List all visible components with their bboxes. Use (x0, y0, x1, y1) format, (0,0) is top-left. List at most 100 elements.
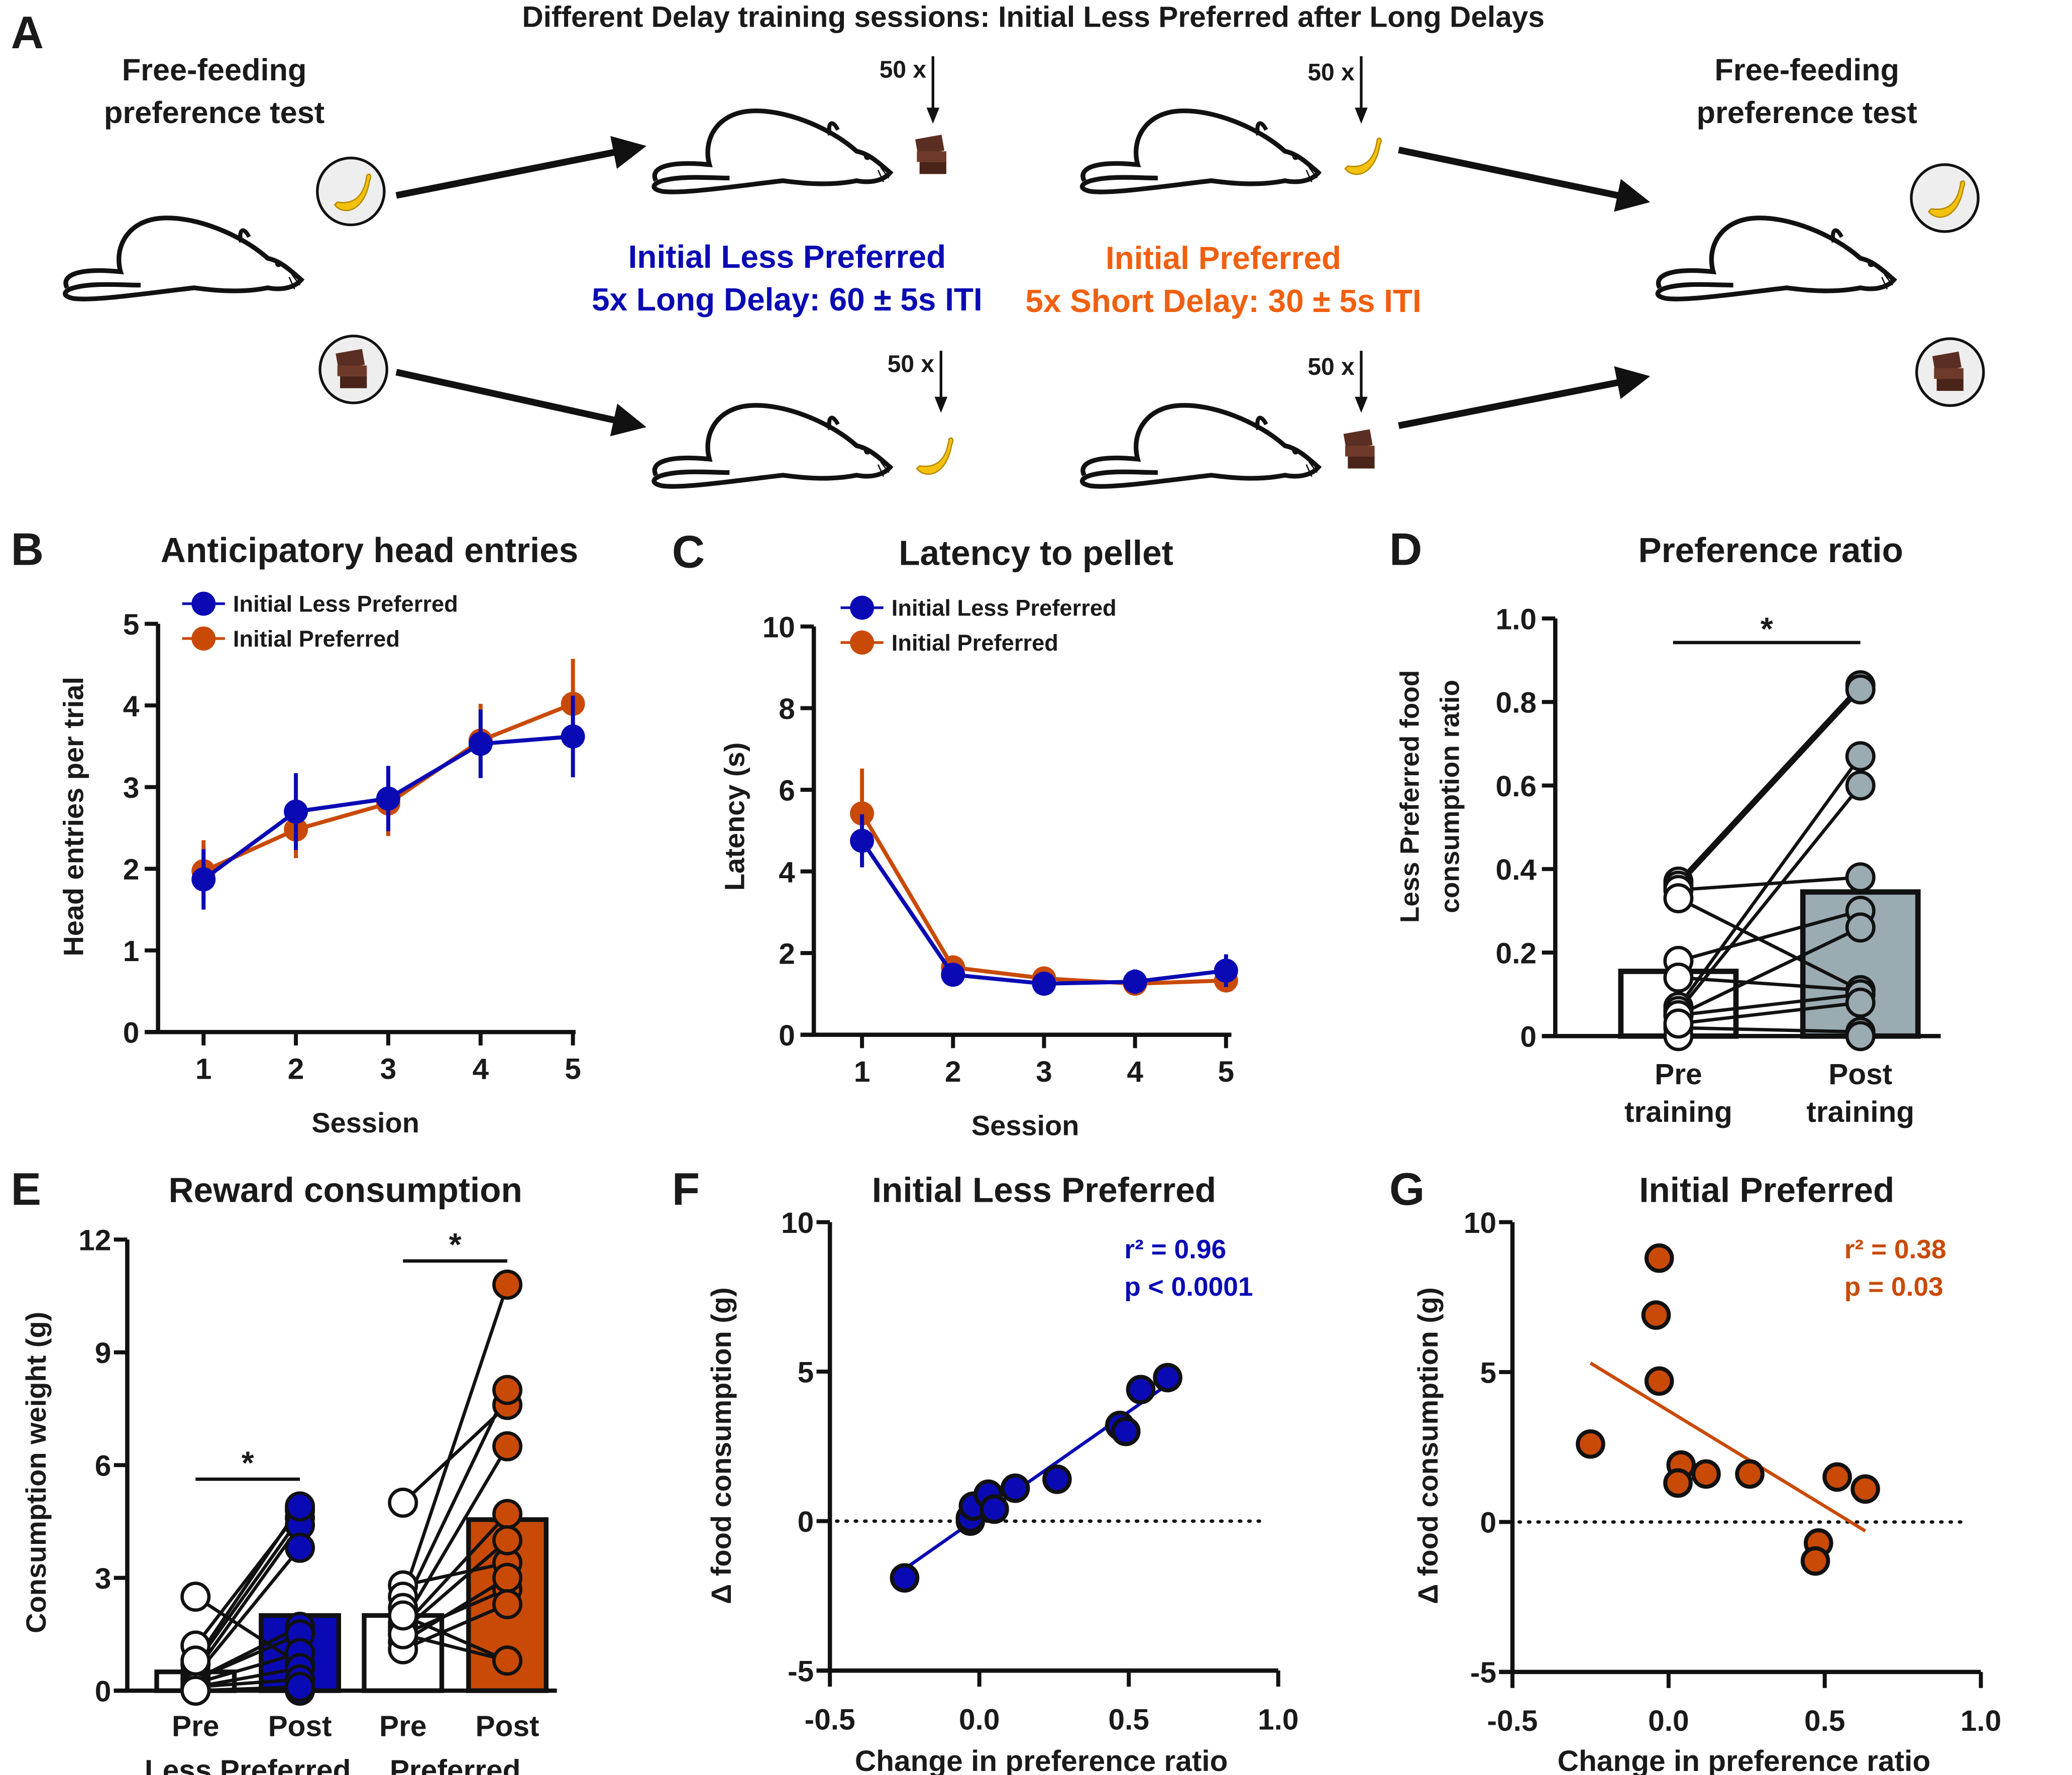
data-point (561, 724, 585, 749)
data-point (850, 828, 875, 853)
short-delay-label: 5x Short Delay: 30 ± 5s ITI (1025, 283, 1421, 319)
panel-g-chart: G Initial Preferred -5 0 5 10 -0.5 0.0 0.5 1.0 Δ f… (1389, 1164, 2001, 1775)
legend-marker (850, 595, 875, 620)
y-tick-label: 0.2 (1496, 937, 1537, 970)
legend-marker (191, 626, 216, 651)
paired-line (1678, 909, 1861, 963)
panel-a-schematic: A Different Delay training sessions: Ini… (11, 1, 1985, 486)
data-point-post (492, 1375, 523, 1405)
data-point (1042, 1465, 1072, 1494)
preferred-label: Initial Preferred (1106, 240, 1341, 276)
mouse-icon (1658, 218, 1894, 299)
y-tick-label: 1.0 (1496, 603, 1537, 636)
r-squared-label: r² = 0.96 (1124, 1235, 1226, 1265)
x-tick-label: 3 (380, 1053, 397, 1086)
paired-line (401, 1445, 509, 1624)
x-axis-label: Change in preference ratio (855, 1745, 1228, 1775)
y-tick-label: 2 (779, 937, 795, 970)
paired-line (401, 1389, 509, 1609)
data-point (1644, 1366, 1674, 1396)
paired-line (195, 1685, 300, 1693)
data-point-post (492, 1431, 523, 1461)
panel-letter: G (1389, 1164, 1425, 1215)
data-point (1663, 1468, 1693, 1498)
data-point-post (1845, 741, 1876, 772)
y-axis-label: Head entries per trial (57, 677, 89, 956)
y-tick-label: 8 (779, 693, 795, 725)
long-delay-label: 5x Long Delay: 60 ± 5s ITI (592, 281, 983, 318)
y-tick-label: 1 (123, 935, 140, 968)
y-tick-label: 10 (1464, 1207, 1496, 1239)
paired-line (194, 1505, 301, 1662)
legend-label: Initial Less Preferred (233, 591, 458, 617)
x-tick-label: 2 (945, 1056, 961, 1088)
y-tick-label: 2 (123, 854, 140, 886)
r-squared-label: r² = 0.38 (1844, 1235, 1946, 1265)
data-point-post (1845, 912, 1876, 943)
x-tick-label: 5 (1218, 1056, 1235, 1088)
paired-line (194, 1632, 301, 1681)
group-label: Preferred (390, 1754, 521, 1775)
x-tick-label: training (1624, 1096, 1732, 1128)
x-tick-label: 0.5 (1108, 1703, 1149, 1736)
y-tick-label: 0 (1480, 1507, 1496, 1539)
pellet-count-label: 50 x (1307, 59, 1355, 86)
data-point (890, 1563, 920, 1593)
y-tick-label: 5 (798, 1356, 814, 1389)
free-feeding-label-right: preference test (1697, 95, 1917, 130)
data-point (1032, 972, 1056, 996)
paired-line (195, 1651, 300, 1685)
data-point-pre (180, 1645, 211, 1676)
data-point (850, 801, 875, 826)
x-tick-label: Post (1828, 1058, 1892, 1091)
paired-line (1678, 992, 1861, 1017)
significance-marker: * (449, 1226, 462, 1263)
y-tick-label: 5 (1480, 1356, 1496, 1389)
y-tick-label: 0 (1520, 1021, 1537, 1054)
data-point (941, 963, 965, 987)
data-point-post (492, 1562, 523, 1593)
mouse-icon (65, 218, 301, 299)
paired-line (195, 1666, 300, 1689)
panel-b-chart: B Anticipatory head entries 0 1 2 3 4 5 1 2 3 4 5 Hea… (11, 524, 585, 1138)
pellet-count-label: 50 x (1307, 354, 1355, 380)
chocolate-icon (915, 135, 946, 174)
legend-label: Initial Preferred (892, 630, 1058, 656)
y-tick-label: 0 (779, 1019, 795, 1052)
chart-title: Initial Less Preferred (872, 1171, 1216, 1210)
x-tick-label: Pre (172, 1710, 220, 1743)
free-feeding-label-left: Free-feeding (122, 53, 307, 87)
x-tick-label: Post (268, 1710, 332, 1743)
y-tick-label: 10 (781, 1207, 814, 1239)
banana-icon (916, 437, 954, 475)
legend-marker (850, 630, 875, 655)
paired-line (1678, 1026, 1861, 1034)
x-tick-label: -0.5 (1487, 1705, 1538, 1737)
legend-marker (191, 591, 216, 616)
x-axis-label: Session (971, 1109, 1079, 1141)
banana-plate-icon (316, 156, 386, 227)
paired-line (1677, 684, 1862, 883)
data-point (1641, 1300, 1671, 1330)
paired-line (1677, 926, 1862, 1017)
x-axis-label: Session (311, 1107, 419, 1138)
group-label: Less Preferred (145, 1754, 351, 1775)
data-point-post (492, 1525, 523, 1555)
data-point-pre (180, 1676, 211, 1706)
data-point-post (1845, 770, 1876, 801)
y-axis-label: consumption ratio (1435, 680, 1465, 913)
x-tick-label: 3 (1036, 1056, 1052, 1088)
data-point (979, 1494, 1009, 1524)
paired-line (194, 1546, 301, 1677)
y-tick-label: 6 (779, 774, 795, 807)
p-value-label: p < 0.0001 (1124, 1272, 1253, 1302)
panel-d-chart: D Preference ratio 0 0.2 0.4 0.6 0.8 1.0 Pre trai… (1389, 524, 1941, 1128)
mouse-icon (1082, 405, 1319, 486)
series-line-blue (860, 840, 1227, 986)
y-tick-label: 0.6 (1496, 770, 1537, 803)
arrow-icon (395, 136, 1651, 437)
data-point-post (1845, 862, 1876, 893)
significance-marker: * (242, 1445, 254, 1481)
y-tick-label: 12 (78, 1224, 111, 1257)
x-tick-label: 1 (854, 1056, 870, 1088)
